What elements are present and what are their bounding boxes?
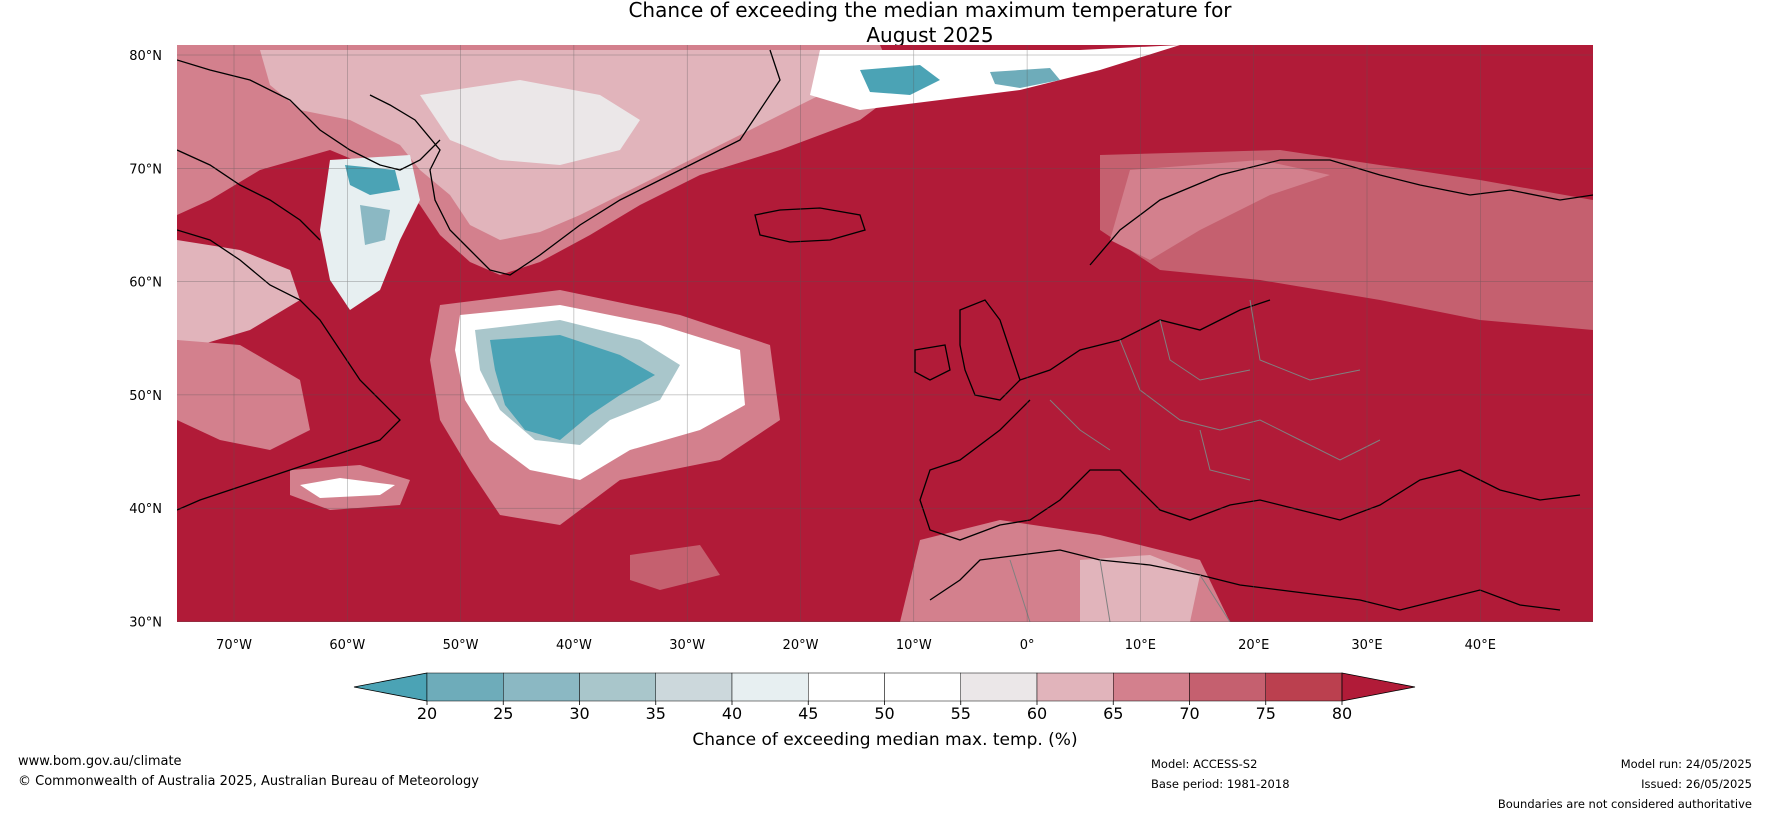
colorbar-segment	[503, 672, 580, 702]
latitude-label: 40°N	[129, 502, 162, 517]
border-europe	[1049, 299, 1381, 481]
latitude-label: 80°N	[129, 49, 162, 64]
colorbar-segment	[1036, 672, 1114, 702]
colorbar-tick-label: 80	[1332, 704, 1352, 723]
coast-iceland	[754, 207, 866, 243]
colorbar-segment	[426, 672, 504, 702]
map-plot-area	[177, 45, 1593, 622]
coast-europe-mainland	[919, 299, 1581, 541]
region-north-africa-pale	[1080, 555, 1200, 622]
longitude-label: 30°W	[669, 638, 705, 653]
coast-ireland	[914, 344, 951, 381]
colorbar-tick-label: 30	[569, 704, 589, 723]
region-greenland-white-patches	[420, 80, 640, 165]
longitude-label: 60°W	[329, 638, 365, 653]
region-atlantic-south-mid	[630, 545, 720, 590]
latitude-label: 30°N	[129, 616, 162, 631]
colorbar-segment	[884, 672, 961, 702]
latitude-label: 50°N	[129, 389, 162, 404]
latitude-labels: 80°N 70°N 60°N 50°N 40°N 30°N	[129, 49, 162, 631]
footer-copyright: © Commonwealth of Australia 2025, Austra…	[18, 774, 479, 789]
footer-website: www.bom.gov.au/climate	[18, 754, 182, 769]
colorbar-extend-low	[353, 672, 428, 702]
longitude-label: 20°W	[783, 638, 819, 653]
longitude-label: 40°W	[556, 638, 592, 653]
coast-baffin-island	[177, 149, 321, 241]
colorbar-tick-label: 20	[417, 704, 437, 723]
title-line-2: August 2025	[866, 23, 994, 47]
region-scandinavia-pale	[1110, 160, 1330, 260]
footer-issued: Issued: 26/05/2025	[1641, 777, 1752, 791]
longitude-label: 10°W	[896, 638, 932, 653]
coast-scandinavia	[1089, 159, 1593, 266]
longitude-label: 20°E	[1238, 638, 1269, 653]
longitude-label: 50°W	[443, 638, 479, 653]
map-title: Chance of exceeding the median maximum t…	[0, 0, 1770, 48]
longitude-label: 70°W	[216, 638, 252, 653]
colorbar-label: Chance of exceeding median max. temp. (%…	[692, 730, 1077, 750]
coast-north-america	[177, 229, 401, 511]
region-atlantic-blue	[490, 335, 655, 440]
footer-model: Model: ACCESS-S2	[1151, 757, 1258, 771]
longitude-label: 40°E	[1465, 638, 1496, 653]
colorbar-segment	[960, 672, 1038, 702]
colorbar-tick-label: 55	[951, 704, 971, 723]
coast-british-isles	[959, 299, 1021, 401]
longitude-label: 30°E	[1351, 638, 1382, 653]
colorbar-tick-label: 35	[646, 704, 666, 723]
colorbar-tick-label: 75	[1256, 704, 1276, 723]
colorbar-segment	[1113, 672, 1190, 702]
colorbar-tick-label: 50	[874, 704, 894, 723]
region-baffin-blue-2	[360, 205, 390, 245]
latitude-label: 60°N	[129, 276, 162, 291]
graticule	[177, 45, 1593, 622]
longitude-label: 10°E	[1125, 638, 1156, 653]
coast-greenland	[369, 49, 781, 276]
colorbar-extend-high	[1341, 672, 1416, 702]
region-baffin-blue	[345, 165, 400, 195]
colorbar-tick-label: 70	[1179, 704, 1199, 723]
region-arctic-blue-2	[990, 68, 1060, 88]
latitude-label: 70°N	[129, 162, 162, 177]
coast-baffin	[177, 59, 441, 171]
colorbar-tick-label: 25	[493, 704, 513, 723]
colorbar-segment	[655, 672, 733, 702]
colorbar-tick-label: 60	[1027, 704, 1047, 723]
colorbar-segment	[808, 672, 885, 702]
title-line-1: Chance of exceeding the median maximum t…	[628, 0, 1232, 22]
colorbar: 20 25 30 35 40 45 50 55 60 65 70 75 80	[353, 672, 1416, 723]
country-borders	[1009, 299, 1381, 622]
colorbar-tick-label: 65	[1103, 704, 1123, 723]
coast-north-africa	[929, 549, 1561, 611]
footer-base-period: Base period: 1981-2018	[1151, 777, 1290, 791]
colorbar-segment	[579, 672, 656, 702]
region-arctic-blue	[860, 65, 940, 95]
footer-disclaimer: Boundaries are not considered authoritat…	[1497, 797, 1752, 811]
longitude-label: 0°	[1020, 638, 1035, 653]
border-africa	[1009, 559, 1231, 622]
colorbar-segment	[731, 672, 809, 702]
colorbar-segment	[1189, 672, 1266, 702]
colorbar-tick-label: 45	[798, 704, 818, 723]
region-canada-pale	[177, 240, 300, 345]
colorbar-tick-label: 40	[722, 704, 742, 723]
longitude-labels: 70°W 60°W 50°W 40°W 30°W 20°W 10°W 0° 10°E 20°E 30…	[216, 638, 1496, 653]
colorbar-segment	[1265, 672, 1343, 702]
footer-model-run: Model run: 24/05/2025	[1620, 757, 1752, 771]
coastlines	[177, 49, 1593, 611]
